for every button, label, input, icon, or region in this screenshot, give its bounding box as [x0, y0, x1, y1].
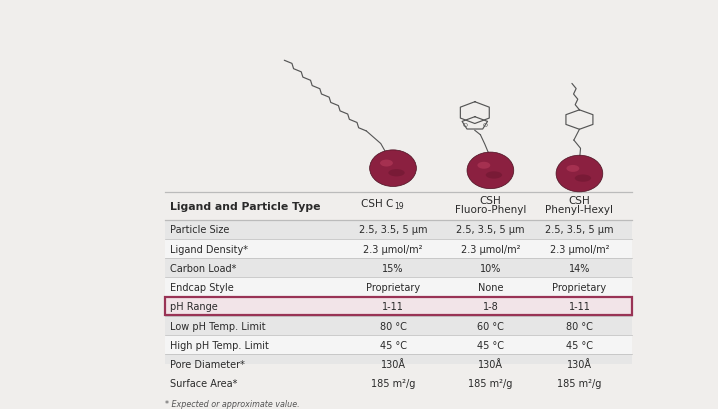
Text: Carbon Load*: Carbon Load*	[170, 263, 237, 273]
Ellipse shape	[370, 151, 416, 187]
Text: Phenyl-Hexyl: Phenyl-Hexyl	[546, 204, 613, 214]
Text: 1-11: 1-11	[569, 301, 590, 312]
Text: 80 °C: 80 °C	[380, 321, 406, 331]
Text: 185 m²/g: 185 m²/g	[557, 378, 602, 389]
Text: Ligand and Particle Type: Ligand and Particle Type	[170, 201, 321, 211]
Text: 130Å: 130Å	[567, 359, 592, 369]
Text: 10%: 10%	[480, 263, 501, 273]
Text: None: None	[477, 282, 503, 292]
Text: 2.3 μmol/m²: 2.3 μmol/m²	[461, 244, 520, 254]
Text: High pH Temp. Limit: High pH Temp. Limit	[170, 340, 269, 350]
Text: O: O	[462, 123, 467, 128]
Text: Ligand Density*: Ligand Density*	[170, 244, 248, 254]
Text: 2.5, 3.5, 5 μm: 2.5, 3.5, 5 μm	[456, 225, 525, 235]
Text: 15%: 15%	[382, 263, 404, 273]
Text: 45 °C: 45 °C	[566, 340, 593, 350]
Text: Proprietary: Proprietary	[552, 282, 607, 292]
Bar	[165, 355, 633, 374]
Ellipse shape	[574, 175, 591, 182]
Text: Particle Size: Particle Size	[170, 225, 230, 235]
Bar	[165, 297, 633, 316]
Text: 1-8: 1-8	[482, 301, 498, 312]
Text: Fluoro-Phenyl: Fluoro-Phenyl	[454, 204, 526, 214]
Ellipse shape	[380, 160, 393, 167]
Text: 80 °C: 80 °C	[566, 321, 593, 331]
Ellipse shape	[477, 162, 490, 169]
Text: 2.3 μmol/m²: 2.3 μmol/m²	[363, 244, 423, 254]
Text: 130Å: 130Å	[478, 359, 503, 369]
Bar	[165, 258, 633, 278]
Text: Proprietary: Proprietary	[366, 282, 420, 292]
Bar	[165, 239, 633, 258]
Text: 1-11: 1-11	[382, 301, 404, 312]
Bar	[165, 297, 632, 315]
Ellipse shape	[485, 172, 502, 179]
Text: Pore Diameter*: Pore Diameter*	[170, 359, 246, 369]
Text: Endcap Style: Endcap Style	[170, 282, 234, 292]
Text: 185 m²/g: 185 m²/g	[370, 378, 415, 389]
Text: * Expected or approximate value.: * Expected or approximate value.	[165, 399, 299, 408]
Text: Surface Area*: Surface Area*	[170, 378, 238, 389]
Text: O: O	[482, 123, 488, 128]
Text: 45 °C: 45 °C	[477, 340, 504, 350]
Ellipse shape	[567, 166, 579, 173]
Text: 2.3 μmol/m²: 2.3 μmol/m²	[550, 244, 609, 254]
Text: CSH: CSH	[480, 196, 501, 206]
Text: 14%: 14%	[569, 263, 590, 273]
Bar	[165, 335, 633, 355]
Text: CSH: CSH	[569, 196, 590, 206]
Text: 19: 19	[394, 201, 404, 210]
Text: Low pH Temp. Limit: Low pH Temp. Limit	[170, 321, 266, 331]
Ellipse shape	[467, 153, 514, 189]
Bar	[165, 374, 633, 393]
Text: 45 °C: 45 °C	[380, 340, 406, 350]
Text: 60 °C: 60 °C	[477, 321, 504, 331]
Text: CSH C: CSH C	[360, 199, 393, 209]
Bar	[165, 192, 633, 220]
Ellipse shape	[556, 156, 603, 192]
Text: 130Å: 130Å	[381, 359, 406, 369]
Ellipse shape	[388, 170, 405, 177]
Bar	[165, 220, 633, 239]
Text: 2.5, 3.5, 5 μm: 2.5, 3.5, 5 μm	[545, 225, 614, 235]
Bar	[165, 316, 633, 335]
Bar	[165, 278, 633, 297]
Text: pH Range: pH Range	[170, 301, 218, 312]
Text: 2.5, 3.5, 5 μm: 2.5, 3.5, 5 μm	[359, 225, 427, 235]
Text: 185 m²/g: 185 m²/g	[468, 378, 513, 389]
